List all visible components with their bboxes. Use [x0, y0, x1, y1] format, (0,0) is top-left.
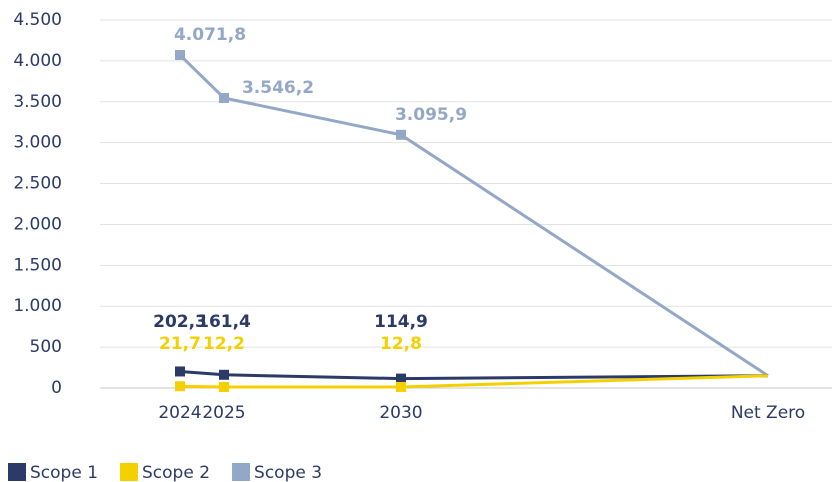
marker — [396, 129, 406, 140]
y-tick-label: 3.000 — [13, 133, 62, 153]
data-label: 3.095,9 — [395, 105, 467, 125]
y-tick-label: 4.500 — [13, 10, 62, 30]
legend-label: Scope 1 — [30, 463, 98, 482]
data-label: 12,8 — [380, 334, 422, 354]
data-label: 3.546,2 — [242, 78, 314, 98]
marker — [396, 381, 406, 392]
y-tick-label: 1.500 — [13, 255, 62, 275]
data-label: 12,2 — [203, 334, 245, 354]
legend-swatch — [232, 463, 251, 481]
x-tick-label: 2024 — [158, 403, 201, 423]
y-tick-label: 2.000 — [13, 214, 62, 234]
marker — [219, 92, 229, 103]
legend-label: Scope 3 — [254, 463, 322, 482]
marker — [175, 381, 185, 392]
series-line — [179, 374, 769, 389]
marker — [396, 373, 406, 384]
data-label: 202,3 — [153, 312, 207, 332]
series-line — [179, 369, 769, 381]
data-label: 21,7 — [159, 334, 201, 354]
marker — [175, 366, 185, 377]
data-label: 4.071,8 — [174, 25, 246, 45]
data-label: 114,9 — [374, 312, 428, 332]
legend-swatch — [8, 463, 26, 481]
y-tick-label: 0 — [51, 378, 62, 398]
series-line — [178, 53, 769, 377]
y-tick-label: 4.000 — [13, 51, 62, 71]
y-tick-label: 3.500 — [13, 92, 62, 112]
marker — [219, 382, 229, 393]
y-tick-label: 2.500 — [13, 174, 62, 194]
legend-label: Scope 2 — [142, 463, 210, 482]
x-tick-label: Net Zero — [731, 403, 805, 423]
x-tick-label: 2025 — [202, 403, 245, 423]
marker — [219, 369, 229, 380]
legend-swatch — [120, 463, 139, 481]
marker — [175, 50, 185, 61]
y-tick-label: 1.000 — [13, 296, 62, 316]
y-tick-label: 500 — [30, 337, 62, 357]
x-tick-label: 2030 — [379, 403, 422, 423]
data-label: 161,4 — [197, 312, 251, 332]
